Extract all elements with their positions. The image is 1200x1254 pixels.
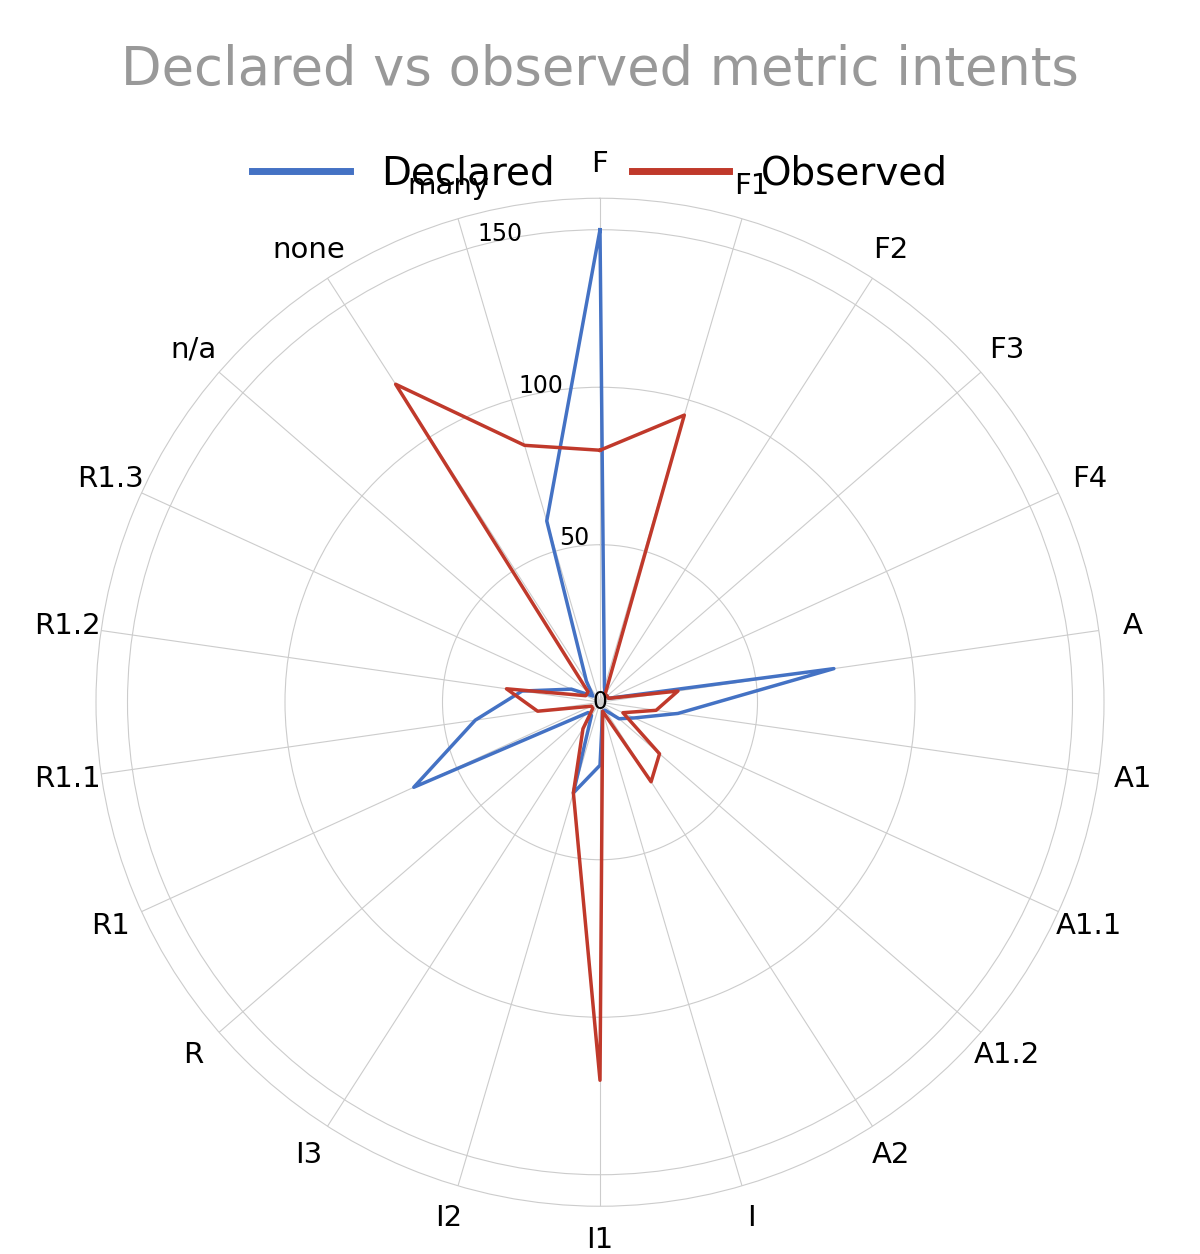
Text: 0: 0 (593, 690, 607, 715)
Legend: Declared, Observed: Declared, Observed (236, 139, 964, 208)
Text: Declared vs observed metric intents: Declared vs observed metric intents (121, 44, 1079, 95)
